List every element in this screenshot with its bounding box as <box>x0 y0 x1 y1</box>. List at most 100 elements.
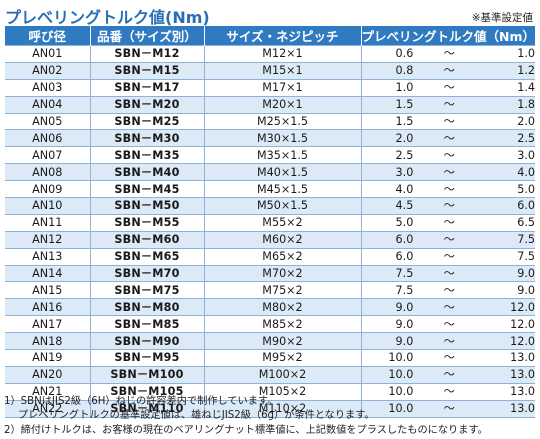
product-cell: SBN－M75 <box>89 281 204 299</box>
torque-max: 1.4 <box>517 81 535 95</box>
call-size-cell: AN19 <box>5 349 90 367</box>
torque-range-cell: 9.0 ～ 12.0 <box>360 315 535 333</box>
torque-max: 3.0 <box>517 148 535 162</box>
product-cell: SBN－M25 <box>89 112 204 130</box>
torque-max: 13.0 <box>510 402 535 416</box>
standard-value-note: ※基準設定値 <box>471 12 533 24</box>
size-pitch-cell: M55×2 <box>203 213 361 232</box>
range-separator: ～ <box>443 300 455 314</box>
product-cell: SBN－M17 <box>89 78 204 97</box>
range-separator: ～ <box>443 81 455 95</box>
call-size-cell: AN08 <box>5 163 90 181</box>
range-separator: ～ <box>443 368 455 382</box>
call-size-cell: AN11 <box>5 213 90 232</box>
range-separator: ～ <box>443 283 455 297</box>
range-separator: ～ <box>443 199 455 213</box>
call-size-cell: AN03 <box>5 78 90 97</box>
call-size-cell: AN21 <box>5 382 90 401</box>
range-separator: ～ <box>443 250 455 264</box>
range-separator: ～ <box>443 317 455 331</box>
footnote-2: 2）締付けトルクは、お客様の現在のベアリングナット標準値に、上記数値をプラスした… <box>4 425 488 436</box>
size-pitch-cell: M90×2 <box>203 332 361 350</box>
range-separator: ～ <box>443 385 455 399</box>
table-row: AN08 SBN－M40 M40×1.5 3.0 ～ 4.0 <box>5 163 535 181</box>
table-row: AN15 SBN－M75 M75×2 7.5 ～ 9.0 <box>5 281 535 299</box>
torque-range-cell: 0.8 ～ 1.2 <box>360 61 535 80</box>
table-row: AN14 SBN－M70 M70×2 7.5 ～ 9.0 <box>5 264 535 282</box>
torque-min: 9.0 <box>395 300 414 314</box>
torque-min: 7.5 <box>395 283 414 297</box>
torque-min: 3.0 <box>395 165 414 179</box>
table-row: AN16 SBN－M80 M80×2 9.0 ～ 12.0 <box>5 298 535 316</box>
call-size-cell: AN15 <box>5 281 90 299</box>
header-size-pitch: サイズ・ネジピッチ <box>203 26 361 46</box>
torque-max: 12.0 <box>510 334 535 348</box>
product-cell: SBN－M35 <box>89 146 204 164</box>
table-row: AN18 SBN－M90 M90×2 9.0 ～ 12.0 <box>5 332 535 350</box>
torque-range-cell: 10.0 ～ 13.0 <box>360 365 535 384</box>
table-row: AN21 SBN－M105 M105×2 10.0 ～ 13.0 <box>5 382 535 401</box>
table-row: AN03 SBN－M17 M17×1 1.0 ～ 1.4 <box>5 78 535 97</box>
product-cell: SBN－M45 <box>89 180 204 198</box>
call-size-cell: AN05 <box>5 112 90 130</box>
table-row: AN05 SBN－M25 M25×1.5 1.5 ～ 2.0 <box>5 112 535 130</box>
table-row: AN09 SBN－M45 M45×1.5 4.0 ～ 5.0 <box>5 180 535 198</box>
torque-range-cell: 7.5 ～ 9.0 <box>360 281 535 299</box>
torque-min: 9.0 <box>395 317 414 331</box>
size-pitch-cell: M20×1 <box>203 95 361 114</box>
torque-max: 13.0 <box>510 351 535 365</box>
torque-max: 12.0 <box>510 300 535 314</box>
call-size-cell: AN22 <box>5 399 90 418</box>
torque-max: 1.2 <box>517 64 535 78</box>
range-separator: ～ <box>443 47 455 61</box>
size-pitch-cell: M100×2 <box>203 365 361 384</box>
torque-max: 6.5 <box>517 216 535 230</box>
range-separator: ～ <box>443 98 455 112</box>
call-size-cell: AN12 <box>5 230 90 249</box>
size-pitch-cell: M95×2 <box>203 349 361 367</box>
torque-min: 9.0 <box>395 334 414 348</box>
torque-max: 13.0 <box>510 385 535 399</box>
table-row: AN04 SBN－M20 M20×1 1.5 ～ 1.8 <box>5 95 535 114</box>
range-separator: ～ <box>443 64 455 78</box>
product-cell: SBN－M60 <box>89 230 204 249</box>
torque-range-cell: 3.0 ～ 4.0 <box>360 163 535 181</box>
torque-min: 6.0 <box>395 250 414 264</box>
torque-min: 10.0 <box>388 351 414 365</box>
torque-max: 1.0 <box>517 47 535 61</box>
size-pitch-cell: M25×1.5 <box>203 112 361 130</box>
torque-table: 呼び径 品番（サイズ別） サイズ・ネジピッチ プレベリングトルク値（Nm） AN… <box>5 26 535 418</box>
footnote-1-continued: プレベリングトルクの基準設定値は、雄ねじJIS2級（6g）が条件となります。 <box>18 410 375 421</box>
product-cell: SBN－M65 <box>89 247 204 266</box>
page-title: プレベリングトルク値(Nm) <box>5 8 210 27</box>
product-cell: SBN－M40 <box>89 163 204 181</box>
size-pitch-cell: M45×1.5 <box>203 180 361 198</box>
range-separator: ～ <box>443 182 455 196</box>
product-cell: SBN－M70 <box>89 264 204 282</box>
call-size-cell: AN18 <box>5 332 90 350</box>
product-cell: SBN－M12 <box>89 45 204 63</box>
size-pitch-cell: M110×2 <box>203 399 361 418</box>
torque-range-cell: 9.0 ～ 12.0 <box>360 332 535 350</box>
table-row: AN19 SBN－M95 M95×2 10.0 ～ 13.0 <box>5 349 535 367</box>
table-row: AN02 SBN－M15 M15×1 0.8 ～ 1.2 <box>5 61 535 80</box>
size-pitch-cell: M65×2 <box>203 247 361 266</box>
torque-min: 4.0 <box>395 182 414 196</box>
torque-min: 10.0 <box>388 385 414 399</box>
size-pitch-cell: M60×2 <box>203 230 361 249</box>
call-size-cell: AN02 <box>5 61 90 80</box>
table-row: AN01 SBN－M12 M12×1 0.6 ～ 1.0 <box>5 45 535 63</box>
header-torque: プレベリングトルク値（Nm） <box>360 26 535 46</box>
product-cell: SBN－M95 <box>89 349 204 367</box>
size-pitch-cell: M15×1 <box>203 61 361 80</box>
torque-range-cell: 1.5 ～ 2.0 <box>360 112 535 130</box>
torque-min: 10.0 <box>388 402 414 416</box>
product-cell: SBN－M105 <box>89 382 204 401</box>
torque-range-cell: 10.0 ～ 13.0 <box>360 399 535 418</box>
torque-range-cell: 0.6 ～ 1.0 <box>360 45 535 63</box>
range-separator: ～ <box>443 115 455 128</box>
range-separator: ～ <box>443 216 455 230</box>
torque-max: 2.0 <box>517 115 535 128</box>
product-cell: SBN－M50 <box>89 197 204 215</box>
range-separator: ～ <box>443 131 455 145</box>
